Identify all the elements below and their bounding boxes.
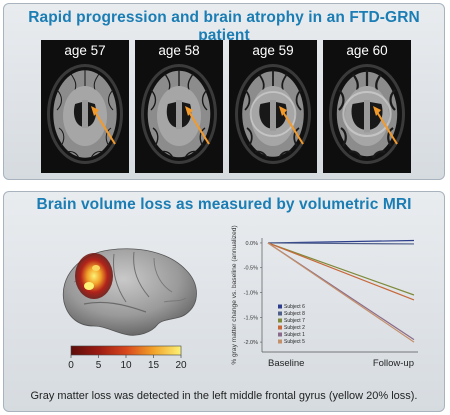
legend-swatch [278, 304, 282, 309]
brain-surface-render [62, 248, 197, 336]
series-line [267, 242, 415, 301]
orange-arrow-icon [373, 106, 398, 145]
axial-brain-slice [329, 64, 405, 164]
colorbar: 0 5 10 15 20 [68, 345, 187, 371]
orange-arrow-icon [279, 106, 304, 145]
colorbar-gradient [70, 345, 182, 356]
scan-age-label: age 57 [64, 43, 106, 58]
legend-label: Subject 7 [284, 318, 305, 324]
legend-swatch [278, 311, 282, 316]
y-tick-label: 0.0% [245, 241, 258, 247]
y-tick-label: -1.5% [244, 315, 258, 321]
legend-swatch [278, 325, 282, 330]
y-tick-label: -0.5% [244, 266, 258, 272]
colorbar-tick-label: 0 [68, 360, 74, 371]
colorbar-tick-label: 15 [148, 360, 160, 371]
mri-scan: age 60 [323, 40, 411, 173]
legend-label: Subject 8 [284, 311, 305, 317]
y-axis-label: % gray matter change vs. baseline (annua… [231, 225, 238, 364]
series-line [267, 242, 415, 343]
x-tick-label: Follow-up [373, 358, 414, 369]
volume-loss-title: Brain volume loss as measured by volumet… [36, 196, 412, 213]
gray-matter-chart: % gray matter change vs. baseline (annua… [231, 225, 418, 369]
mri-scan: age 57 [41, 40, 129, 173]
axial-brain-slice [235, 64, 311, 164]
legend-label: Subject 6 [284, 304, 305, 310]
colorbar-tick-label: 20 [175, 360, 187, 371]
scan-age-label: age 59 [252, 43, 294, 58]
caption: Gray matter loss was detected in the lef… [30, 390, 418, 402]
scan-age-label: age 60 [346, 43, 388, 58]
colorbar-tick-label: 10 [120, 360, 132, 371]
mri-scan: age 58 [135, 40, 223, 173]
y-tick-label: -2.0% [244, 340, 258, 346]
mri-progression-panel: Rapid progression and brain atrophy in a… [3, 3, 445, 180]
legend-label: Subject 5 [284, 339, 305, 345]
legend-label: Subject 2 [284, 325, 305, 331]
mri-scan: age 59 [229, 40, 317, 173]
orange-arrow-icon [185, 106, 210, 145]
volume-loss-panel: Brain volume loss as measured by volumet… [3, 191, 445, 412]
legend-swatch [278, 318, 282, 323]
progression-title: Rapid progression and brain atrophy in a… [28, 9, 420, 44]
y-tick-label: -1.0% [244, 291, 258, 297]
colorbar-tick-label: 5 [96, 360, 102, 371]
axial-brain-slice [47, 64, 123, 164]
axial-brain-slice [141, 64, 217, 164]
scan-age-label: age 58 [158, 43, 200, 58]
legend-swatch [278, 332, 282, 337]
legend-swatch [278, 339, 282, 344]
x-tick-label: Baseline [268, 358, 304, 369]
series-line [267, 242, 415, 245]
orange-arrow-icon [91, 106, 116, 145]
series-line [267, 242, 415, 296]
legend-label: Subject 1 [284, 332, 305, 338]
atrophy-hotspot [75, 253, 113, 299]
